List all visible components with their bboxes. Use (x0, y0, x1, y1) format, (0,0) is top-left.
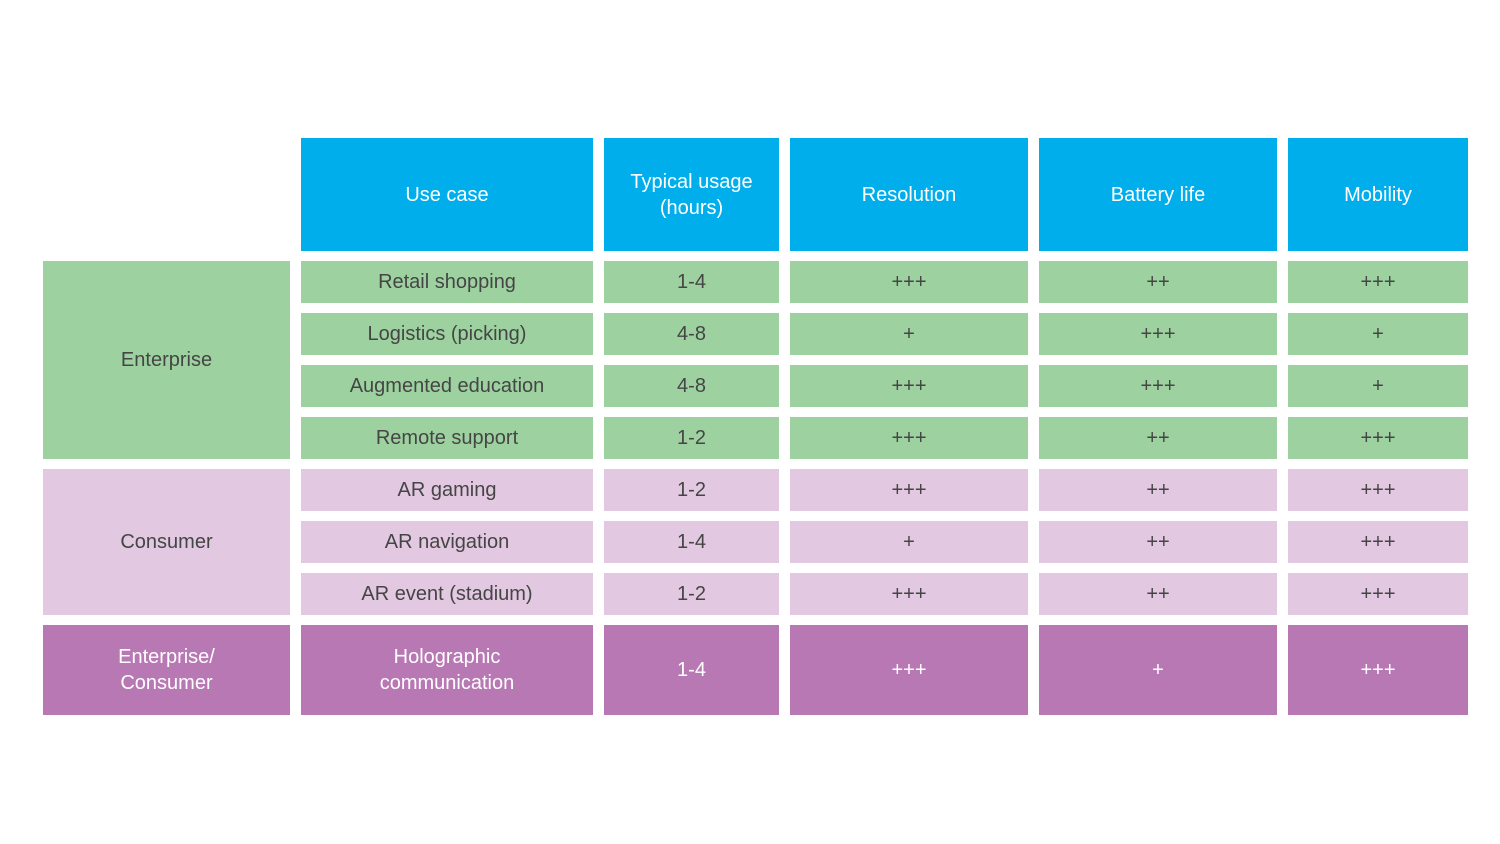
header-resolution: Resolution (790, 138, 1028, 251)
battery-cell: ++ (1039, 521, 1277, 563)
use-case-cell: AR gaming (301, 469, 593, 511)
mobility-cell: +++ (1288, 469, 1468, 511)
mobility-cell: +++ (1288, 521, 1468, 563)
resolution-cell: +++ (790, 417, 1028, 459)
use-case-cell: AR event (stadium) (301, 573, 593, 615)
usage-cell: 1-2 (604, 469, 779, 511)
battery-cell: ++ (1039, 417, 1277, 459)
comparison-table: Use case Typical usage (hours) Resolutio… (43, 138, 1468, 715)
resolution-cell: +++ (790, 365, 1028, 407)
mobility-cell: +++ (1288, 417, 1468, 459)
battery-cell: ++ (1039, 469, 1277, 511)
use-case-cell: Retail shopping (301, 261, 593, 303)
resolution-cell: + (790, 313, 1028, 355)
battery-cell: +++ (1039, 365, 1277, 407)
usage-cell: 4-8 (604, 313, 779, 355)
category-enterprise: Enterprise (43, 261, 290, 459)
use-case-cell: Remote support (301, 417, 593, 459)
usage-cell: 1-2 (604, 417, 779, 459)
mobility-cell: +++ (1288, 261, 1468, 303)
header-typical-usage: Typical usage (hours) (604, 138, 779, 251)
resolution-cell: +++ (790, 261, 1028, 303)
category-enterprise-consumer: Enterprise/ Consumer (43, 625, 290, 715)
battery-cell: ++ (1039, 261, 1277, 303)
battery-cell: ++ (1039, 573, 1277, 615)
usage-cell: 4-8 (604, 365, 779, 407)
mobility-cell: +++ (1288, 573, 1468, 615)
resolution-cell: +++ (790, 625, 1028, 715)
use-case-cell: Augmented education (301, 365, 593, 407)
mobility-cell: + (1288, 365, 1468, 407)
usage-cell: 1-4 (604, 625, 779, 715)
usage-cell: 1-2 (604, 573, 779, 615)
use-case-cell: AR navigation (301, 521, 593, 563)
resolution-cell: +++ (790, 469, 1028, 511)
header-use-case: Use case (301, 138, 593, 251)
usage-cell: 1-4 (604, 261, 779, 303)
use-case-cell: Logistics (picking) (301, 313, 593, 355)
usage-cell: 1-4 (604, 521, 779, 563)
header-battery-life: Battery life (1039, 138, 1277, 251)
category-consumer: Consumer (43, 469, 290, 615)
mobility-cell: +++ (1288, 625, 1468, 715)
use-case-cell: Holographic communication (301, 625, 593, 715)
battery-cell: + (1039, 625, 1277, 715)
resolution-cell: + (790, 521, 1028, 563)
resolution-cell: +++ (790, 573, 1028, 615)
battery-cell: +++ (1039, 313, 1277, 355)
mobility-cell: + (1288, 313, 1468, 355)
header-mobility: Mobility (1288, 138, 1468, 251)
